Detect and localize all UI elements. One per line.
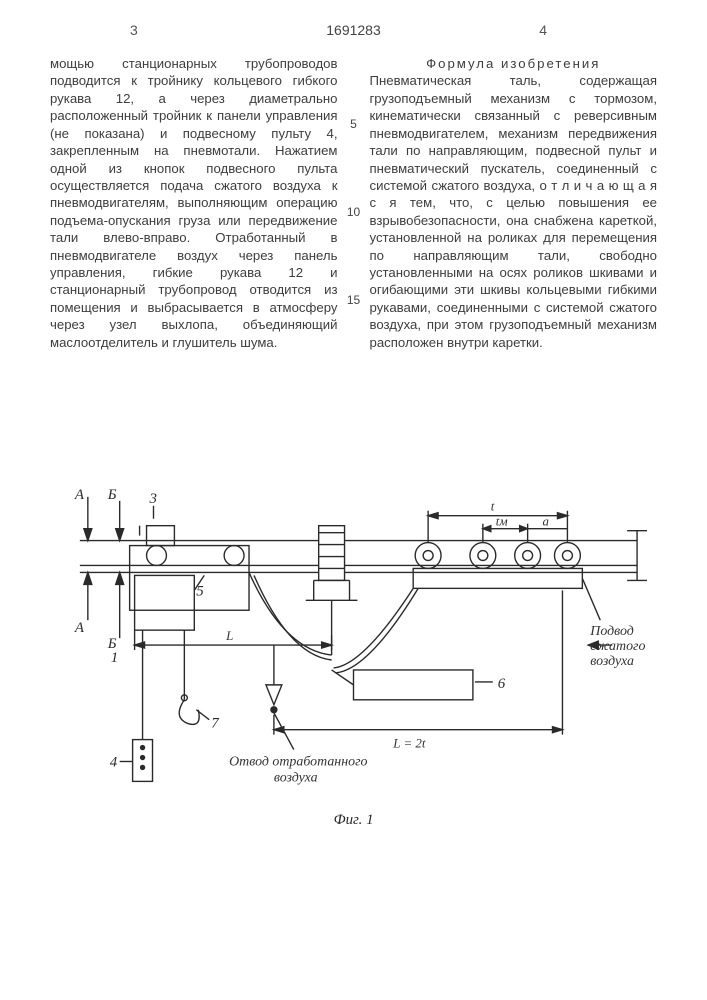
figure-inlet-line3: воздуха <box>590 654 634 669</box>
line-marker-15: 15 <box>347 293 360 307</box>
figure-1: А Б А Б 1 3 4 5 6 7 L t tм a L = 2t Подв… <box>55 470 652 850</box>
figure-dim-L2t: L = 2t <box>392 736 426 751</box>
figure-inlet-line1: Подвод <box>589 624 634 639</box>
figure-ref-3: 3 <box>149 491 157 507</box>
patent-number: 1691283 <box>326 22 381 38</box>
figure-dim-t: t <box>491 499 495 514</box>
figure-dim-a: a <box>543 514 549 529</box>
figure-caption: Фиг. 1 <box>334 812 374 828</box>
page-number-right: 4 <box>539 22 547 38</box>
line-marker-10: 10 <box>347 205 360 219</box>
right-column-text: Пневматическая таль, содержащая грузопод… <box>370 72 658 351</box>
figure-outlet-line1: Отвод отработанного <box>229 754 367 769</box>
figure-dim-L: L <box>225 628 233 643</box>
figure-ref-6: 6 <box>498 676 506 692</box>
formula-heading: Формула изобретения <box>370 55 658 72</box>
left-column-text: мощью станционарных трубопроводов подвод… <box>50 55 338 351</box>
figure-label-B: Б <box>107 487 117 503</box>
right-column: Формула изобретения Пневматическая таль,… <box>370 55 658 351</box>
figure-ref-1: 1 <box>111 650 118 666</box>
figure-ref-7: 7 <box>211 716 219 732</box>
figure-label-A: А <box>74 487 85 503</box>
figure-ref-5: 5 <box>196 583 204 599</box>
figure-outlet-line2: воздуха <box>274 770 318 785</box>
figure-inlet-line2: сжатого <box>590 639 645 654</box>
figure-ref-4: 4 <box>110 754 118 770</box>
figure-label-A2: А <box>74 620 85 636</box>
figure-dim-tm: tм <box>496 514 508 529</box>
left-column: мощью станционарных трубопроводов подвод… <box>50 55 338 351</box>
line-marker-5: 5 <box>350 117 357 131</box>
page-number-left: 3 <box>130 22 138 38</box>
